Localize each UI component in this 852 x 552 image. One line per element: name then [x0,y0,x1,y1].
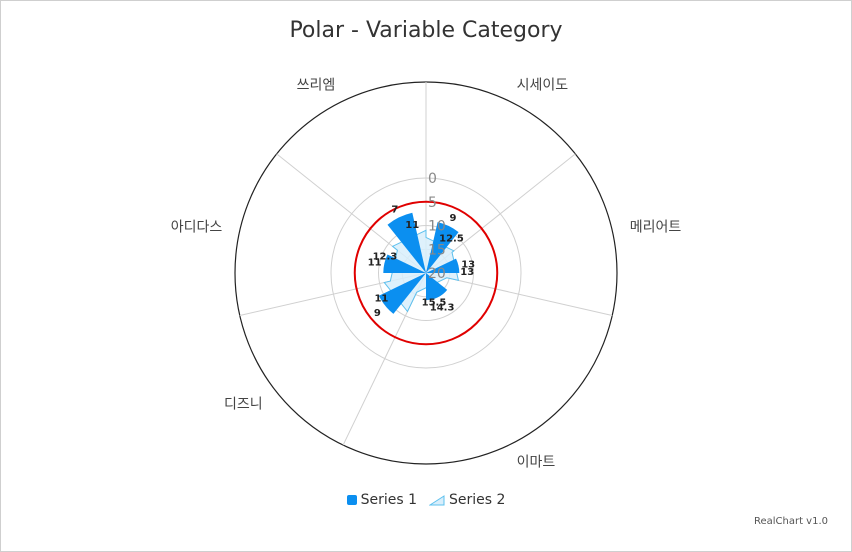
legend-swatch-series-1 [346,495,357,505]
category-label: 디즈니 [224,396,263,412]
series-1-data-label: 14.3 [430,302,455,313]
grid-ring [330,177,522,369]
radial-tick-label: 0 [428,171,437,187]
legend-label-series-2: Series 2 [449,492,506,508]
credit-label: RealChart v1.0 [753,516,828,527]
guide-circle [353,200,499,346]
radial-tick-label: 20 [428,266,446,282]
legend-swatch-series-2 [429,495,445,506]
category-label: 쓰리엠 [297,78,336,94]
radial-tick-label: 5 [428,195,437,211]
grid-ring [378,225,474,321]
category-label: 아디다스 [171,219,223,235]
category-label: 시세이도 [517,78,569,94]
series-2-data-label: 15.5 [422,297,447,308]
series-1-data-label: 9 [374,308,381,319]
series-1-bar [387,212,426,273]
series-2-data-label: 13 [460,267,474,278]
series-1-data-label: 7 [391,204,398,215]
series-2-data-label: 12.3 [373,252,398,263]
legend-item-series-2[interactable]: Series 2 [429,492,505,508]
series-2-data-label: 11 [374,293,388,304]
series-1-bar [383,254,426,273]
chart-title: Polar - Variable Category [289,18,563,43]
category-label: 메리어트 [630,219,682,235]
series-1-data-label: 11 [368,257,382,268]
series-1-bar [378,273,426,314]
radial-tick-label: 10 [428,219,446,235]
series-1-bar [426,258,460,273]
series-2-data-label: 12.5 [439,234,464,245]
series-1-data-label: 13 [461,259,475,270]
legend: Series 1 Series 2 [0,492,852,508]
series-1-data-label: 9 [450,213,457,224]
radial-tick-label: 15 [428,242,446,258]
legend-item-series-1[interactable]: Series 1 [346,492,417,508]
series-1-bar [426,222,459,273]
category-label: 이마트 [517,454,556,470]
legend-label-series-1: Series 1 [360,492,417,508]
series-2-data-label: 11 [405,220,419,231]
series-1-bar [426,273,448,301]
